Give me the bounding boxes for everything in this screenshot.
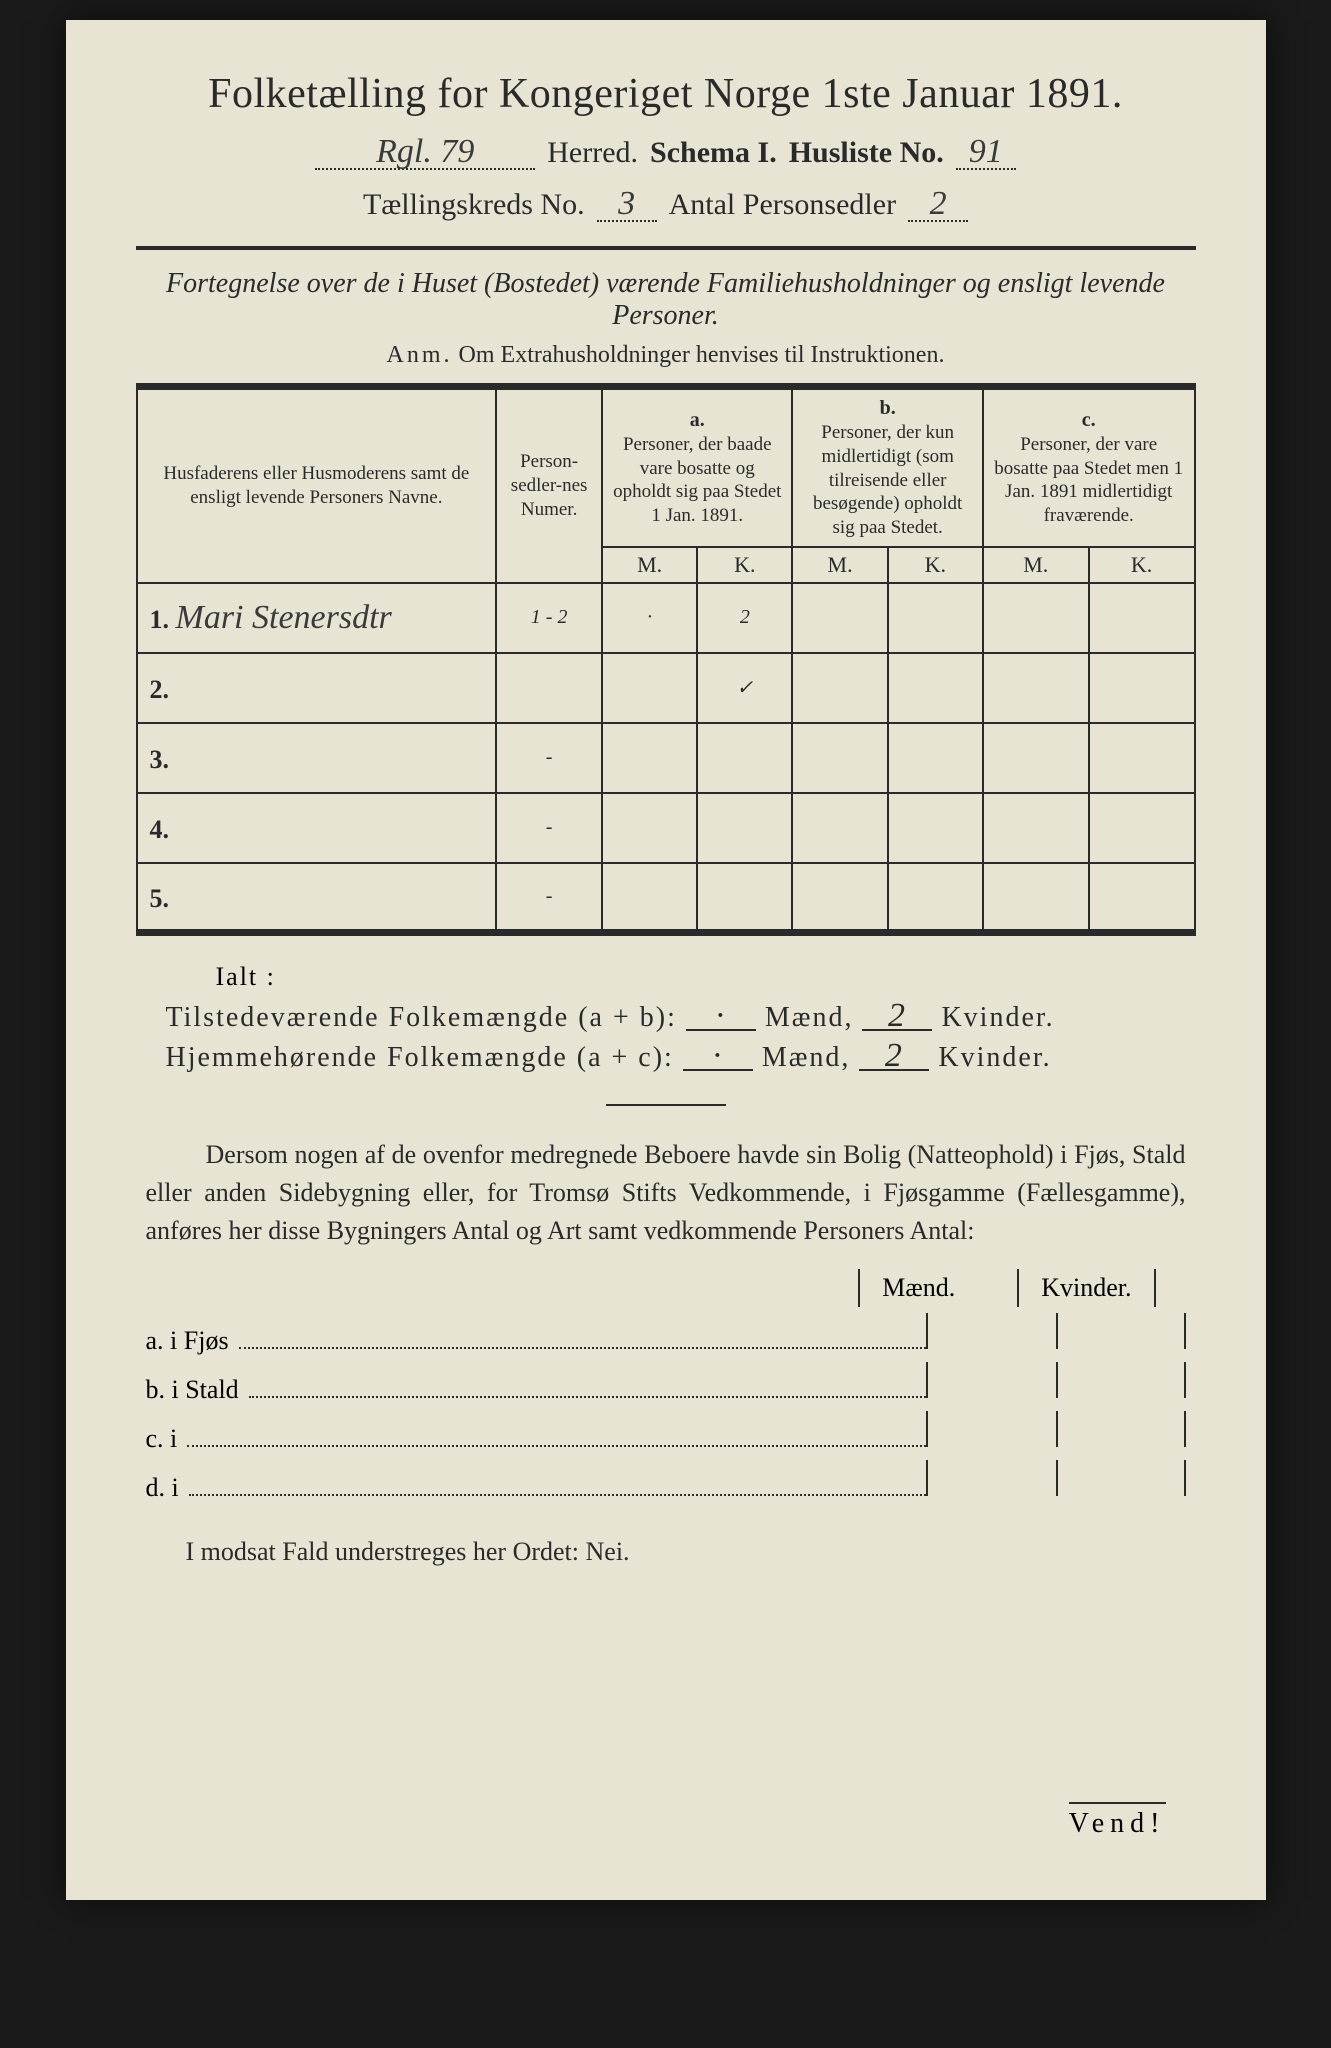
col-c-header: c. Personer, der vare bosatte paa Stedet…	[983, 387, 1195, 547]
census-table: Husfaderens eller Husmoderens samt de en…	[136, 383, 1196, 936]
kreds-label: Tællingskreds No.	[363, 188, 585, 222]
antal-label: Antal Personsedler	[669, 188, 896, 222]
opt-d-row: d. i	[146, 1460, 1186, 1503]
b-m: M.	[792, 547, 887, 583]
col-sedler-header: Person-sedler-nes Numer.	[496, 387, 602, 583]
turn-page-label: Vend!	[1069, 1802, 1166, 1840]
census-form-page: Folketælling for Kongeriget Norge 1ste J…	[66, 20, 1266, 1900]
maend-header: Mænd.	[858, 1269, 977, 1307]
b-k: K.	[888, 547, 983, 583]
resident-females: 2	[859, 1042, 929, 1071]
outbuilding-paragraph: Dersom nogen af de ovenfor medregnede Be…	[146, 1136, 1186, 1249]
header-line-1: Rgl. 79 Herred. Schema I. Husliste No. 9…	[136, 136, 1196, 170]
mk-column-headers: Mænd. Kvinder.	[136, 1269, 1196, 1307]
anm-line: Anm. Om Extrahusholdninger henvises til …	[136, 342, 1196, 369]
opt-b-row: b. i Stald	[146, 1362, 1186, 1405]
c-k: K.	[1089, 547, 1195, 583]
husliste-label: Husliste No.	[789, 136, 944, 170]
c-m: M.	[983, 547, 1089, 583]
herred-label: Herred.	[547, 136, 638, 170]
page-title: Folketælling for Kongeriget Norge 1ste J…	[136, 70, 1196, 118]
resident-males: ·	[683, 1042, 753, 1071]
anm-text: Om Extrahusholdninger henvises til Instr…	[459, 342, 945, 368]
herred-value: Rgl. 79	[315, 137, 535, 170]
ialt-label: Ialt :	[216, 962, 1196, 992]
anm-label: Anm.	[387, 342, 453, 368]
header-line-2: Tællingskreds No. 3 Antal Personsedler 2	[136, 188, 1196, 222]
col-b-header: b. Personer, der kun midlertidigt (som t…	[792, 387, 982, 547]
kvinder-header: Kvinder.	[1017, 1269, 1155, 1307]
col-names-header: Husfaderens eller Husmoderens samt de en…	[137, 387, 497, 583]
table-row: 3. -	[137, 723, 1195, 793]
short-divider	[606, 1104, 726, 1106]
husliste-value: 91	[956, 137, 1016, 170]
table-row: 2. ✓	[137, 653, 1195, 723]
footer-instruction: I modsat Fald understreges her Ordet: Ne…	[186, 1537, 1186, 1567]
divider	[136, 246, 1196, 250]
a-k: K.	[697, 547, 792, 583]
subtitle: Fortegnelse over de i Huset (Bostedet) v…	[136, 268, 1196, 332]
opt-a-row: a. i Fjøs	[146, 1313, 1186, 1356]
a-m: M.	[602, 547, 697, 583]
kreds-value: 3	[597, 189, 657, 222]
table-row: 4. -	[137, 793, 1195, 863]
col-a-header: a. Personer, der baade vare bosatte og o…	[602, 387, 792, 547]
table-row: 1. Mari Stenersdtr1 - 2·2	[137, 583, 1195, 653]
table-row: 5. -	[137, 863, 1195, 933]
opt-c-row: c. i	[146, 1411, 1186, 1454]
antal-value: 2	[908, 189, 968, 222]
schema-label: Schema I.	[650, 136, 777, 170]
summary-present: Tilstedeværende Folkemængde (a + b): · M…	[166, 1002, 1196, 1034]
present-females: 2	[862, 1002, 932, 1031]
summary-resident: Hjemmehørende Folkemængde (a + c): · Mæn…	[166, 1042, 1196, 1074]
present-males: ·	[686, 1002, 756, 1031]
